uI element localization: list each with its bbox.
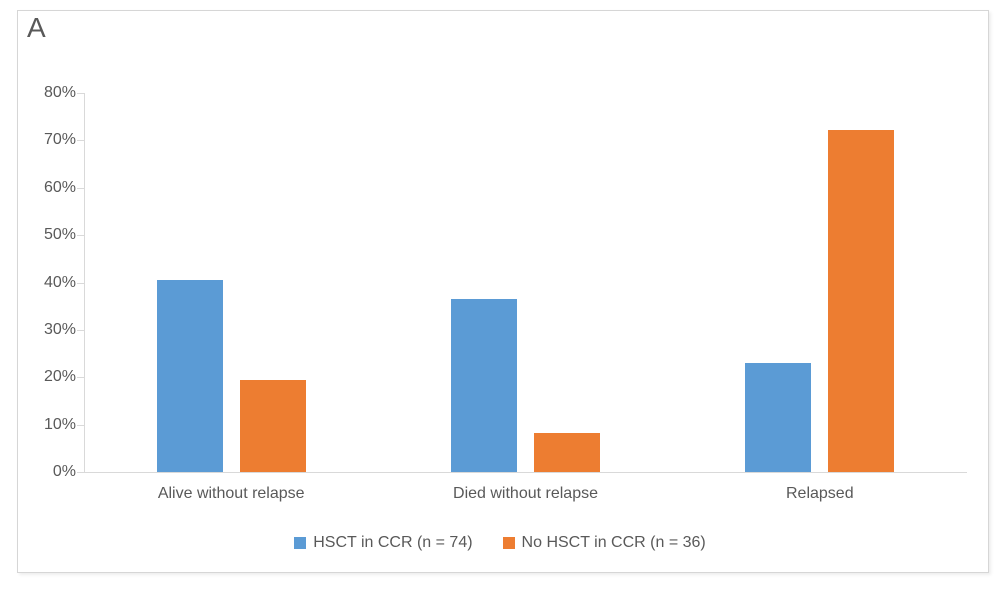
y-axis-tick-mark [77,140,84,142]
y-axis-tick-mark [77,472,84,473]
y-axis-tick-label: 0% [52,463,76,480]
y-axis-tick-mark [77,282,84,284]
y-axis-tick-label: 30% [43,320,76,338]
bar-no-hsct-in-ccr-n-36-died-without-relapse [534,432,600,472]
y-axis-tick-label: 10% [43,415,76,433]
y-axis-tick-mark [77,329,84,331]
legend-swatch-hsct-in-ccr-n-74 [294,537,307,549]
bar-hsct-in-ccr-n-74-relapsed [745,363,812,472]
y-axis-tick-label: 80% [43,84,76,101]
bar-hsct-in-ccr-n-74-died-without-relapse [451,299,517,472]
y-axis-tick-label: 50% [43,226,76,244]
legend-label: HSCT in CCR (n = 74) [313,534,473,551]
y-axis-tick-mark [77,93,84,94]
y-axis-line [84,93,85,473]
chart-legend: HSCT in CCR (n = 74) No HSCT in CCR (n = … [0,531,1000,555]
x-axis-category-label: Died without relapse [453,485,598,502]
legend-item-no-hsct-in-ccr-n-36: No HSCT in CCR (n = 36) [502,534,706,552]
x-axis-line [80,472,967,473]
y-axis-tick-mark [77,235,84,237]
y-axis-tick-label: 20% [43,368,76,386]
y-axis-tick-label: 40% [43,273,76,291]
x-axis-category-label: Relapsed [785,485,854,502]
legend-item-hsct-in-ccr-n-74: HSCT in CCR (n = 74) [294,534,473,552]
y-axis-tick-label: 60% [43,178,76,196]
y-axis-tick-mark [77,424,84,426]
bar-no-hsct-in-ccr-n-36-alive-without-relapse [239,380,306,472]
y-axis-tick-mark [77,187,84,189]
x-axis-category-label: Alive without relapse [157,485,305,502]
panel-label: A [27,12,46,43]
bar-no-hsct-in-ccr-n-36-relapsed [828,130,895,472]
legend-label: No HSCT in CCR (n = 36) [521,534,706,551]
bar-hsct-in-ccr-n-74-alive-without-relapse [156,280,223,472]
y-axis-tick-label: 70% [43,131,76,149]
legend-swatch-no-hsct-in-ccr-n-36 [502,537,515,549]
y-axis-tick-mark [77,377,84,379]
